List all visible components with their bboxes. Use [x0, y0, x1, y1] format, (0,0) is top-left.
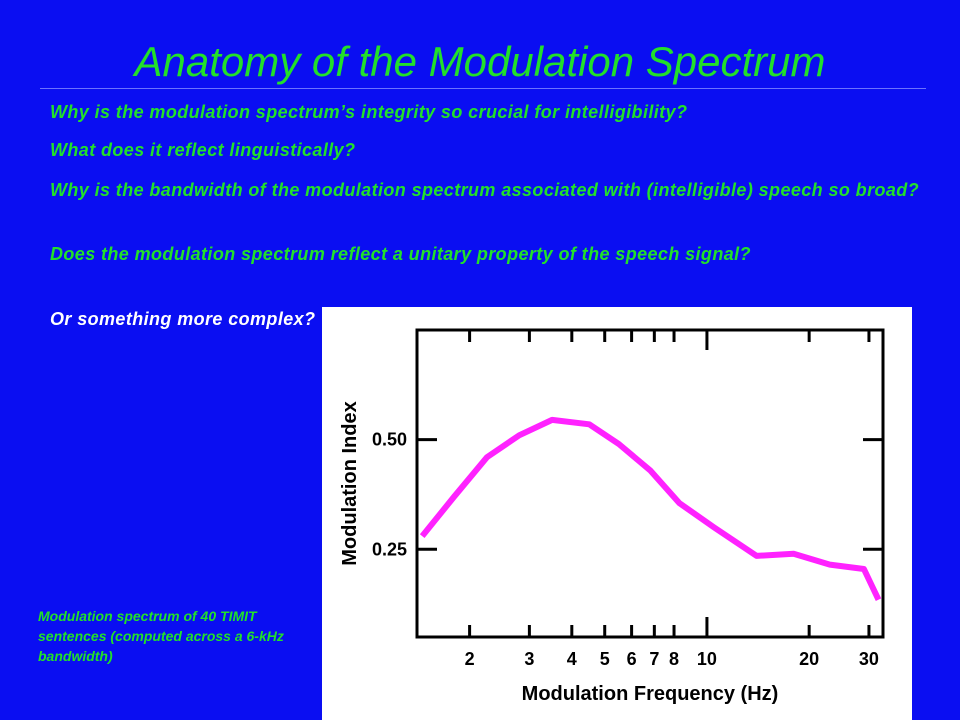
chart-svg: 2 3 4 5 6 7 8 10 20 30 0.25 0.50 Modulation Freque…: [322, 307, 912, 720]
title-divider: [40, 88, 926, 89]
plot-frame: [415, 328, 885, 639]
figure-caption: Modulation spectrum of 40 TIMIT sentence…: [38, 608, 284, 664]
y-tick-labels: 0.25 0.50: [372, 430, 407, 560]
x-tick-label-8: 8: [669, 649, 679, 669]
question-4: Does the modulation spectrum reflect a u…: [50, 244, 751, 264]
x-tick-label-5: 5: [600, 649, 610, 669]
x-tick-labels: 2 3 4 5 6 7 8 10 20 30: [465, 649, 879, 669]
x-axis-title: Modulation Frequency (Hz): [522, 683, 779, 705]
x-tick-label-2: 2: [465, 649, 475, 669]
x-tick-label-3: 3: [524, 649, 534, 669]
plot-background: [322, 307, 912, 720]
question-1: Why is the modulation spectrum’s integri…: [50, 102, 688, 122]
x-tick-label-4: 4: [567, 649, 577, 669]
series-line: [419, 416, 882, 601]
y-axis-title: Modulation Index: [339, 401, 361, 565]
x-tick-label-30: 30: [859, 649, 879, 669]
modulation-spectrum-chart: 2 3 4 5 6 7 8 10 20 30 0.25 0.50 Modulation Freque…: [322, 307, 912, 720]
axis-ticks: [417, 330, 883, 637]
x-tick-label-6: 6: [627, 649, 637, 669]
question-5: Or something more complex?: [50, 309, 316, 329]
x-tick-label-10: 10: [697, 649, 717, 669]
y-tick-label-0.5: 0.50: [372, 430, 407, 450]
question-3: Why is the bandwidth of the modulation s…: [50, 180, 920, 200]
slide-title: Anatomy of the Modulation Spectrum: [134, 38, 826, 85]
x-tick-label-20: 20: [799, 649, 819, 669]
y-tick-label-0.25: 0.25: [372, 539, 407, 559]
x-tick-label-7: 7: [649, 649, 659, 669]
question-2: What does it reflect linguistically?: [50, 140, 356, 160]
